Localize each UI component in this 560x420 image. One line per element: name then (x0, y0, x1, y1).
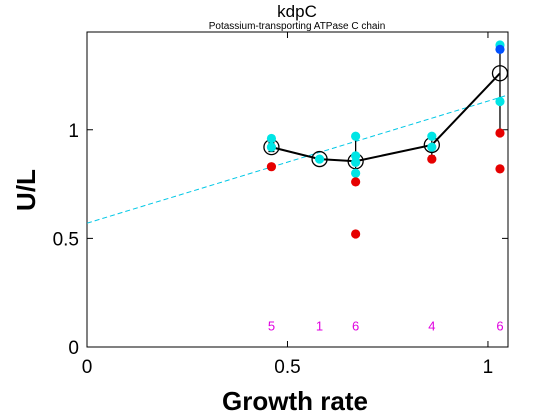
y-tick-label: 1 (68, 121, 79, 142)
sample-count-label: 5 (268, 318, 275, 333)
mean-marker (491, 65, 509, 82)
cyan-data-point (266, 142, 277, 152)
red-data-point (495, 128, 505, 138)
sample-count-label: 6 (496, 318, 503, 333)
red-data-point (266, 162, 277, 172)
point-layer (266, 40, 505, 239)
cyan-data-point (427, 131, 437, 141)
plot-area (86, 31, 509, 348)
cyan-data-point (351, 151, 361, 161)
blue-data-point (495, 44, 505, 54)
cyan-data-point (314, 154, 325, 164)
sample-count-label: 6 (352, 318, 359, 333)
red-data-point (351, 177, 361, 187)
cyan-data-point (351, 168, 361, 178)
y-tick-label: 0.5 (53, 229, 79, 250)
x-axis-label: Growth rate (222, 386, 368, 416)
red-data-point (495, 164, 505, 174)
red-data-point (351, 229, 361, 239)
cyan-data-point (266, 133, 277, 144)
fit-line (86, 94, 509, 224)
cyan-data-point (495, 96, 505, 107)
chart-title: kdpC (277, 2, 317, 21)
x-tick-label: 0 (82, 357, 93, 378)
plot-frame (86, 31, 509, 348)
tick-layer: 0 0.5 1 0 0.5 1 (53, 32, 508, 378)
y-tick-label: 0 (68, 338, 79, 359)
fit-layer (86, 94, 509, 224)
sample-count-label: 1 (316, 318, 323, 333)
cyan-data-point (351, 157, 361, 167)
cyan-data-point (427, 142, 437, 152)
red-data-point (427, 154, 437, 164)
y-axis-label: U/L (11, 169, 41, 211)
cyan-data-point (351, 131, 361, 141)
x-tick-label: 0.5 (274, 357, 300, 378)
x-tick-label: 1 (483, 357, 494, 378)
count-layer: 5 1 6 4 6 (268, 318, 504, 333)
sample-count-label: 4 (428, 318, 435, 333)
chart-subtitle: Potassium-transporting ATPase C chain (209, 21, 386, 32)
mean-marker (311, 150, 328, 168)
